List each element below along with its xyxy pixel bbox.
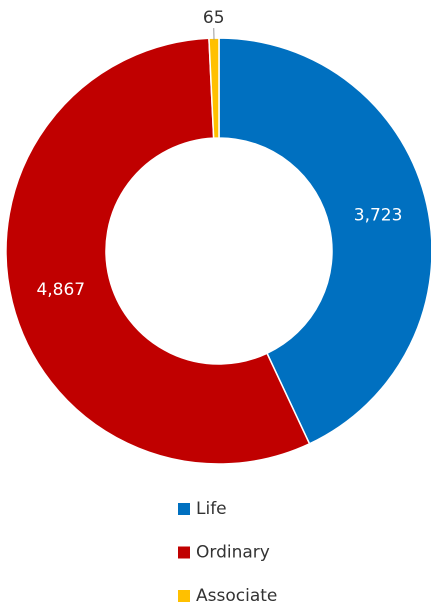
legend-swatch: [178, 590, 190, 602]
legend-label: Associate: [196, 586, 277, 606]
data-label: 3,723: [354, 206, 403, 226]
legend-label: Life: [196, 499, 227, 519]
data-label: 4,867: [36, 280, 85, 300]
data-label: 65: [203, 8, 225, 28]
legend-label: Ordinary: [196, 543, 270, 563]
legend-swatch: [178, 547, 190, 559]
legend-swatch: [178, 503, 190, 515]
